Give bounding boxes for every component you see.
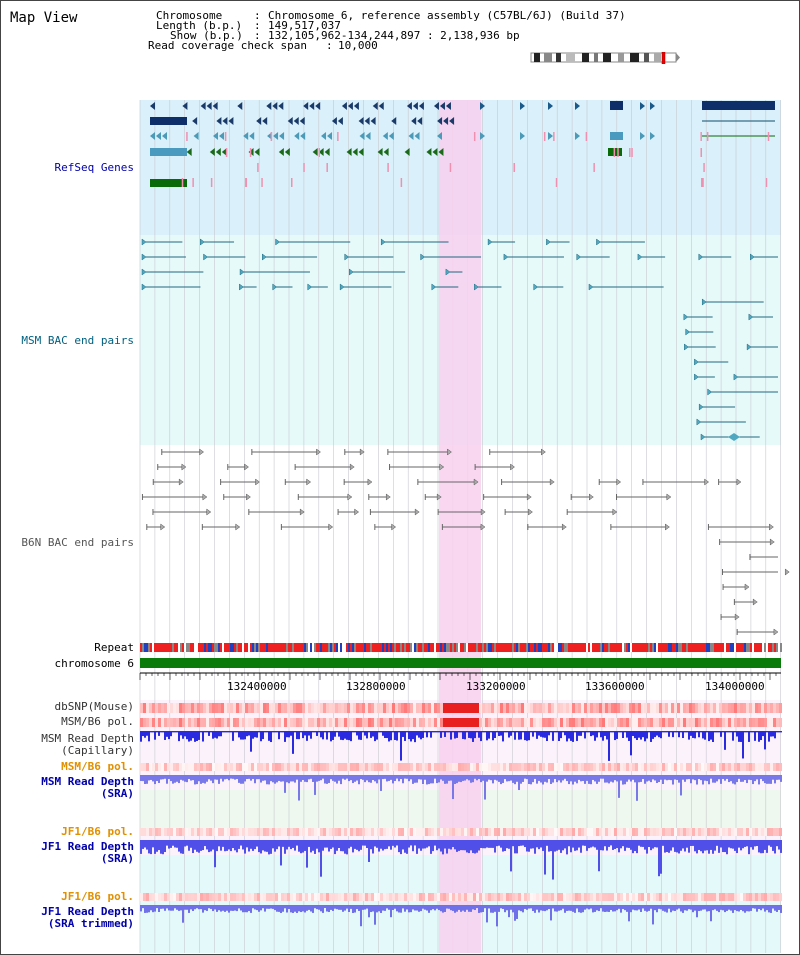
- repeat-track-label: Repeat: [94, 641, 134, 654]
- chromosome-track-label: chromosome 6: [54, 657, 134, 670]
- axis-tick-label: 132800000: [346, 680, 406, 693]
- chromosome-ideogram[interactable]: [530, 52, 680, 64]
- jf1-b6-pol-label-2: JF1/B6 pol.: [61, 890, 134, 903]
- chromosome-value: Chromosome 6, reference assembly (C57BL/…: [268, 9, 626, 22]
- jf1-read-depth-trimmed-label: JF1 Read Depth (SRA trimmed): [41, 905, 134, 930]
- refseq-track-label: RefSeq Genes: [54, 161, 134, 174]
- msm-b6-pol-label-2: MSM/B6 pol.: [61, 760, 134, 773]
- axis-tick-label: 133200000: [466, 680, 526, 693]
- show-label: Show (b.p.): [170, 29, 243, 42]
- msm-read-depth-sra-label: MSM Read Depth (SRA): [41, 775, 134, 800]
- show-value: 132,105,962-134,244,897 : 2,138,936 bp: [268, 29, 520, 42]
- jf1-read-depth-sra-label: JF1 Read Depth (SRA): [41, 840, 134, 865]
- msm-bac-track-label: MSM BAC end pairs: [21, 334, 134, 347]
- map-view-title: Map View: [10, 10, 78, 26]
- axis-tick-label: 133600000: [585, 680, 645, 693]
- axis-tick-label: 134000000: [705, 680, 765, 693]
- jf1-b6-pol-label: JF1/B6 pol.: [61, 825, 134, 838]
- msm-b6-pol-label: MSM/B6 pol.: [61, 715, 134, 728]
- b6n-bac-track-label: B6N BAC end pairs: [21, 536, 134, 549]
- length-value: 149,517,037: [268, 19, 341, 32]
- coverage-label: Read coverage check span: [148, 39, 307, 52]
- coverage-value: 10,000: [338, 39, 378, 52]
- msm-read-depth-capillary-label: MSM Read Depth (Capillary): [41, 732, 134, 757]
- chromosome-label: Chromosome: [156, 9, 223, 22]
- length-label: Length (b.p.): [156, 19, 243, 32]
- dbsnp-label: dbSNP(Mouse): [54, 700, 134, 713]
- axis-tick-label: 132400000: [227, 680, 287, 693]
